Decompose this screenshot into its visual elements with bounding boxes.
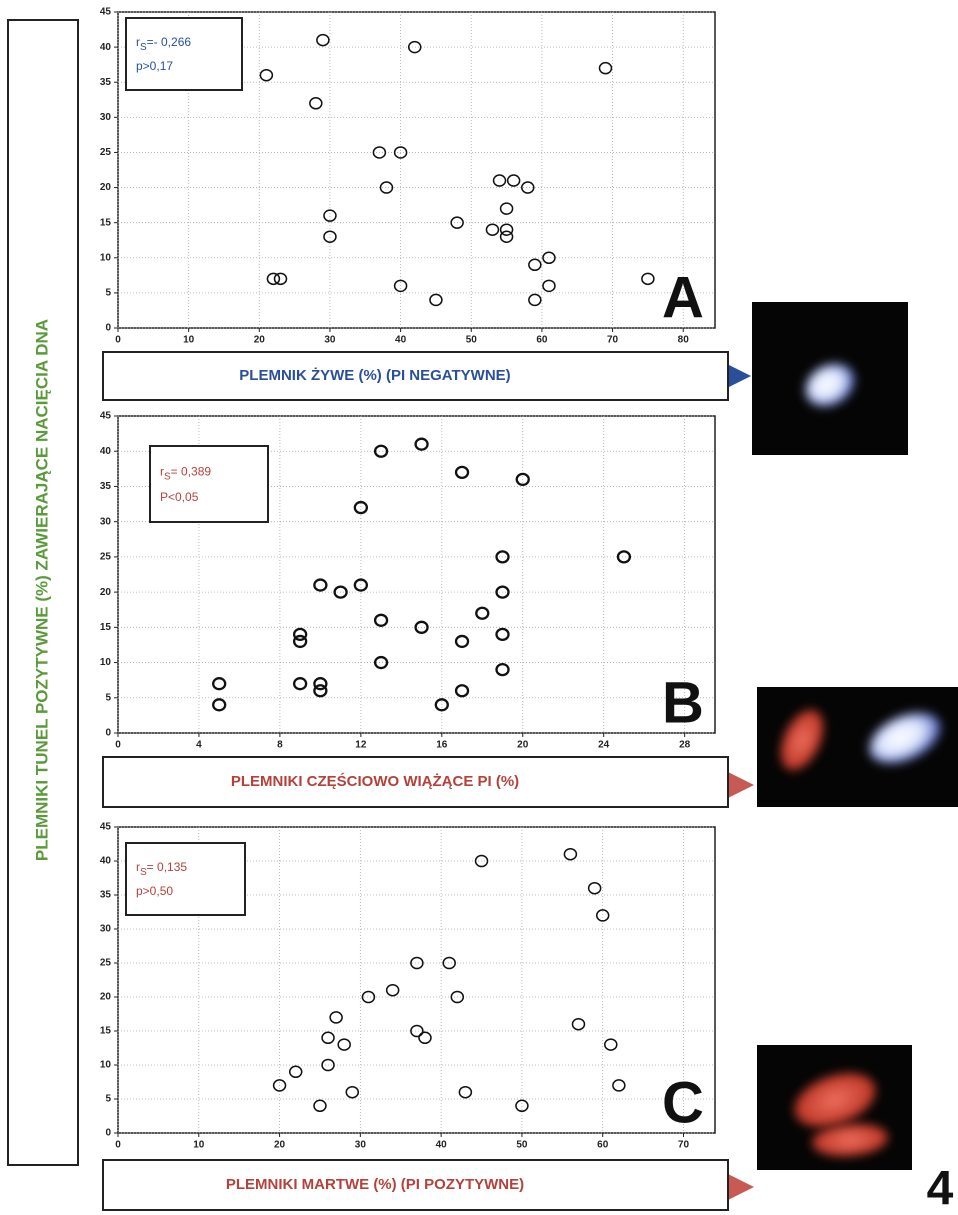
y-tick-label: 0	[105, 1128, 111, 1139]
y-tick-label: 5	[105, 288, 111, 299]
annotation-box	[150, 446, 268, 522]
y-tick-label: 20	[100, 587, 112, 598]
x-tick-label: 4	[196, 740, 202, 751]
y-tick-label: 15	[100, 622, 112, 633]
y-tick-label: 40	[100, 42, 112, 53]
y-tick-label: 10	[100, 1060, 112, 1071]
x-tick-label: 40	[436, 1140, 448, 1151]
figure-label: 4	[927, 1163, 954, 1215]
y-tick-label: 0	[105, 323, 111, 334]
y-tick-label: 45	[100, 411, 112, 422]
y-tick-label: 40	[100, 856, 112, 867]
y-tick-label: 25	[100, 147, 112, 158]
y-tick-label: 20	[100, 992, 112, 1003]
x-tick-label: 70	[678, 1140, 690, 1151]
y-tick-label: 10	[100, 252, 112, 263]
x-tick-label: 0	[115, 1140, 121, 1151]
panel-letter: C	[662, 1070, 704, 1135]
x-tick-label: 28	[679, 740, 691, 751]
image-a	[752, 302, 908, 455]
y-tick-label: 5	[105, 1094, 111, 1105]
x-tick-label: 70	[607, 335, 619, 346]
x-tick-label: 0	[115, 740, 121, 751]
annotation-value: =- 0,266	[147, 35, 192, 49]
y-tick-label: 10	[100, 657, 112, 668]
annotation-value: = 0,135	[147, 860, 188, 874]
y-tick-label: 20	[100, 182, 112, 193]
x-tick-label: 30	[324, 335, 336, 346]
y-tick-label: 35	[100, 481, 112, 492]
x-tick-label: 40	[395, 335, 407, 346]
annotation-value: = 0,389	[171, 465, 212, 479]
x-tick-label: 8	[277, 740, 283, 751]
scatter-chart: 051015202530354045010203040506070rS= 0,1…	[100, 822, 728, 1210]
annotation-box	[126, 18, 242, 90]
x-tick-label: 20	[254, 335, 266, 346]
x-tick-label: 20	[274, 1140, 286, 1151]
y-tick-label: 45	[100, 7, 112, 18]
x-tick-label: 12	[355, 740, 367, 751]
x-tick-label: 30	[355, 1140, 367, 1151]
y-tick-label: 40	[100, 446, 112, 457]
y-tick-label: 5	[105, 692, 111, 703]
p-value: P<0,05	[160, 490, 199, 504]
x-tick-label: 10	[183, 335, 195, 346]
x-tick-label: 20	[517, 740, 529, 751]
figure: PLEMNIKI TUNEL POZYTYWNE (%) ZAWIERAJĄCE…	[0, 0, 958, 1215]
x-tick-label: 16	[436, 740, 448, 751]
y-tick-label: 0	[105, 728, 111, 739]
x-tick-label: 60	[536, 335, 548, 346]
y-tick-label: 35	[100, 77, 112, 88]
x-axis-label: PLEMNIK ŻYWE (%) (PI NEGATYWNE)	[239, 367, 510, 384]
x-axis-label: PLEMNIKI MARTWE (%) (PI POZYTYWNE)	[226, 1176, 524, 1193]
image-c	[757, 1045, 912, 1170]
y-tick-label: 30	[100, 924, 112, 935]
x-tick-label: 24	[598, 740, 610, 751]
y-tick-label: 15	[100, 1026, 112, 1037]
y-tick-label: 25	[100, 552, 112, 563]
annotation-box	[126, 843, 245, 915]
x-tick-label: 10	[193, 1140, 205, 1151]
x-tick-label: 50	[516, 1140, 528, 1151]
x-tick-label: 0	[115, 335, 121, 346]
image-b	[757, 687, 958, 807]
y-axis-label: PLEMNIKI TUNEL POZYTYWNE (%) ZAWIERAJĄCE…	[32, 319, 51, 861]
p-value: p>0,17	[136, 59, 173, 73]
x-tick-label: 50	[466, 335, 478, 346]
y-tick-label: 15	[100, 217, 112, 228]
panel-letter: A	[662, 265, 704, 330]
panel-letter: B	[662, 670, 704, 735]
y-tick-label: 30	[100, 516, 112, 527]
y-tick-label: 35	[100, 890, 112, 901]
y-tick-label: 25	[100, 958, 112, 969]
x-axis-label: PLEMNIKI CZĘŚCIOWO WIĄŻĄCE PI (%)	[231, 772, 519, 790]
x-tick-label: 80	[678, 335, 690, 346]
x-tick-label: 60	[597, 1140, 609, 1151]
y-tick-label: 30	[100, 112, 112, 123]
y-tick-label: 45	[100, 822, 112, 833]
p-value: p>0,50	[136, 884, 173, 898]
